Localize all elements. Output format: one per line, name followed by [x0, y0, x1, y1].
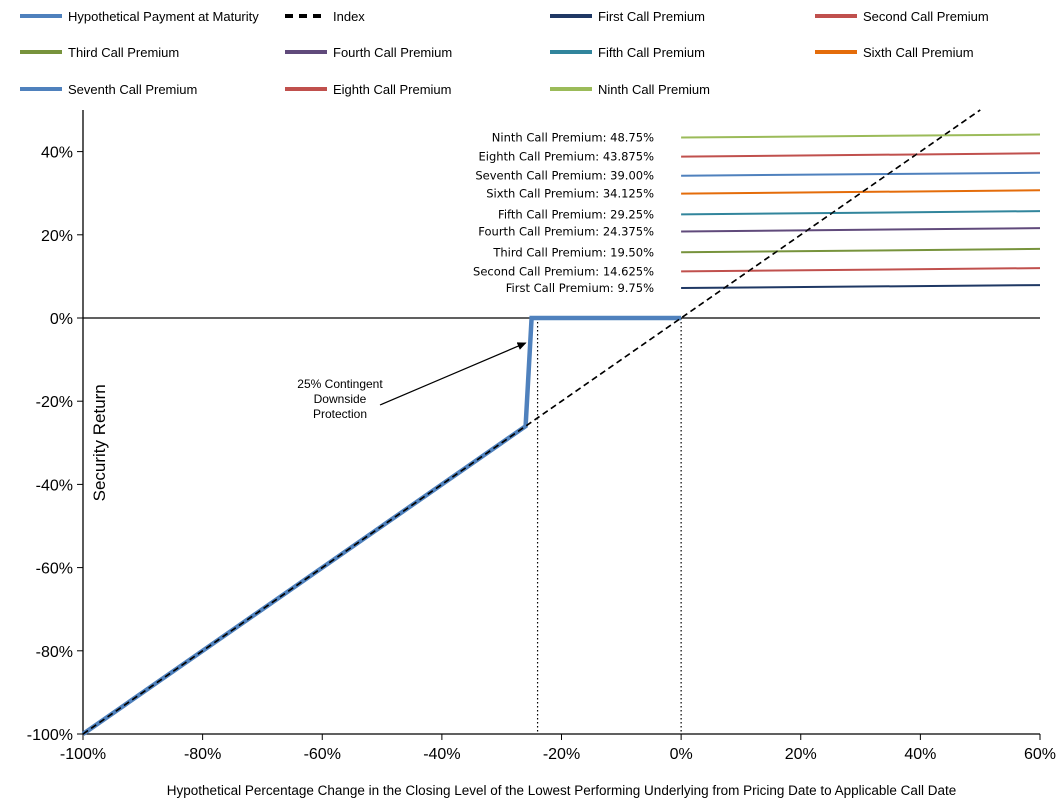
x-axis-title: Hypothetical Percentage Change in the Cl… — [167, 783, 956, 798]
legend-entry-label: Seventh Call Premium — [68, 82, 197, 97]
legend-entry-label: Index — [333, 9, 365, 24]
legend-entry-label: Fourth Call Premium — [333, 45, 452, 60]
x-tick-label: -40% — [423, 746, 460, 763]
reference-lines — [536, 318, 682, 734]
first-call-premium-line — [681, 284, 1041, 289]
fourth-call-premium-value-label: Fourth Call Premium: 24.375% — [478, 224, 654, 238]
legend-entry-label: Ninth Call Premium — [598, 82, 710, 97]
fifth-call-premium-line — [681, 210, 1041, 216]
ninth-call-premium-value-label: Ninth Call Premium: 48.75% — [492, 130, 654, 144]
eighth-call-premium-value-label: Eighth Call Premium: 43.875% — [479, 150, 655, 164]
second-call-premium-line — [681, 267, 1041, 273]
x-tick-label: 60% — [1024, 746, 1056, 763]
y-tick-label: -20% — [36, 394, 73, 411]
legend-entry-label: First Call Premium — [598, 9, 705, 24]
first-call-premium-value-label: First Call Premium: 9.75% — [506, 281, 654, 295]
x-tick-label: -80% — [184, 746, 221, 763]
legend: Hypothetical Payment at Maturity Index Fir… — [20, 9, 989, 97]
index-line-overlay — [82, 109, 981, 735]
y-tick-label: 0% — [50, 311, 73, 328]
x-tick-label: 20% — [785, 746, 817, 763]
annotation-line-2: Downside — [314, 392, 367, 406]
call-premium-labels: First Call Premium: 9.75% Second Call Pre… — [473, 130, 654, 295]
sixth-call-premium-line — [681, 189, 1041, 195]
x-tick-label: -100% — [60, 746, 106, 763]
legend-entry-label: Eighth Call Premium — [333, 82, 452, 97]
x-tick-label: -60% — [304, 746, 341, 763]
x-tick-label: 40% — [904, 746, 936, 763]
legend-entry-label: Second Call Premium — [863, 9, 989, 24]
y-axis-title: Security Return — [90, 384, 109, 501]
y-tick-label: -60% — [36, 561, 73, 578]
ninth-call-premium-line — [681, 133, 1041, 139]
annotation: 25% Contingent Downside Protection — [297, 342, 527, 421]
y-tick-label: -40% — [36, 477, 73, 494]
fourth-call-premium-line — [681, 227, 1041, 233]
y-tick-label: 20% — [41, 228, 73, 245]
fifth-call-premium-value-label: Fifth Call Premium: 29.25% — [498, 207, 654, 221]
second-call-premium-value-label: Second Call Premium: 14.625% — [473, 264, 654, 278]
y-tick-label: -100% — [27, 727, 73, 744]
eighth-call-premium-line — [681, 152, 1041, 158]
legend-entry-label: Third Call Premium — [68, 45, 179, 60]
hypothetical-payment-at-maturity-line — [81, 315, 682, 736]
third-call-premium-value-label: Third Call Premium: 19.50% — [492, 245, 654, 259]
annotation-line-3: Protection — [313, 407, 367, 421]
seventh-call-premium-line — [681, 171, 1041, 177]
third-call-premium-line — [681, 247, 1041, 254]
annotation-line-1: 25% Contingent — [297, 377, 383, 391]
legend-entry-label: Hypothetical Payment at Maturity — [68, 9, 259, 24]
sixth-call-premium-value-label: Sixth Call Premium: 34.125% — [486, 187, 654, 201]
y-tick-label: -80% — [36, 644, 73, 661]
seventh-call-premium-value-label: Seventh Call Premium: 39.00% — [475, 169, 654, 183]
y-tick-label: 40% — [41, 145, 73, 162]
legend-entry-label: Sixth Call Premium — [863, 45, 974, 60]
x-tick-label: 0% — [670, 746, 693, 763]
x-tick-label: -20% — [543, 746, 580, 763]
annotation-arrow — [379, 342, 527, 406]
plot-series — [81, 109, 1041, 736]
legend-entry-label: Fifth Call Premium — [598, 45, 705, 60]
